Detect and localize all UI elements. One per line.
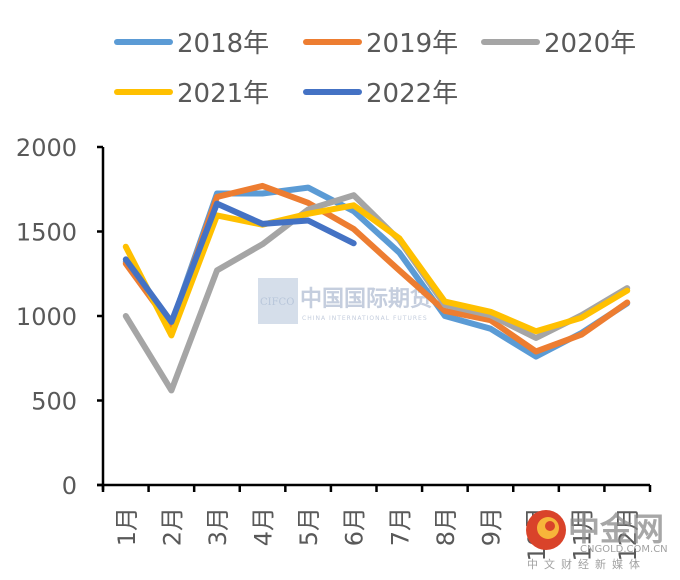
legend-label-1: 2019年 <box>366 29 458 59</box>
x-tick-label-11: 12月 <box>614 507 642 562</box>
legend-label-2: 2020年 <box>544 29 636 59</box>
cifco-logo-box <box>258 278 298 324</box>
y-tick-label-1: 500 <box>31 388 77 416</box>
y-tick-label-0: 0 <box>62 472 77 500</box>
legend-label-4: 2022年 <box>366 79 458 109</box>
series-line-2022 <box>122 200 357 325</box>
series-group <box>122 182 631 394</box>
cifco-name-cn: 中国国际期货 <box>300 286 432 312</box>
x-tick-label-6: 7月 <box>386 507 414 546</box>
cngold-logo-url: CNGOLD.COM.CN <box>580 544 668 555</box>
cngold-logo-swirl-center-icon <box>545 521 555 531</box>
cngold-logo: 中金网 CNGOLD.COM.CN 中文财经新媒体 <box>526 510 668 571</box>
x-tick-label-3: 4月 <box>250 507 278 546</box>
cngold-logo-cn: 中金网 <box>568 510 664 548</box>
x-tick-label-2: 3月 <box>204 507 232 546</box>
y-tick-label-4: 2000 <box>16 134 77 162</box>
x-tick-label-8: 9月 <box>477 507 505 546</box>
legend-label-3: 2021年 <box>177 79 269 109</box>
x-tick-label-4: 5月 <box>295 507 323 546</box>
legend: 2018年 2019年 2020年 2021年 2022年 <box>114 29 636 109</box>
y-tick-label-2: 1000 <box>16 303 77 331</box>
x-tick-label-0: 1月 <box>113 507 141 546</box>
x-tick-label-1: 2月 <box>158 507 186 546</box>
y-tick-label-3: 1500 <box>16 219 77 247</box>
legend-label-0: 2018年 <box>177 29 269 59</box>
cifco-name-en: CHINA INTERNATIONAL FUTURES <box>302 315 428 322</box>
cifco-watermark: CIFCO 中国国际期货 CHINA INTERNATIONAL FUTURES <box>258 278 432 324</box>
series-line-2021 <box>122 202 631 339</box>
cngold-logo-sub: 中文财经新媒体 <box>527 557 646 571</box>
x-tick-label-7: 8月 <box>432 507 460 546</box>
cifco-abbr: CIFCO <box>260 297 294 308</box>
series-line-2020 <box>122 192 631 394</box>
x-tick-label-5: 6月 <box>341 507 369 546</box>
x-tick-label-10: 11月 <box>569 507 597 562</box>
